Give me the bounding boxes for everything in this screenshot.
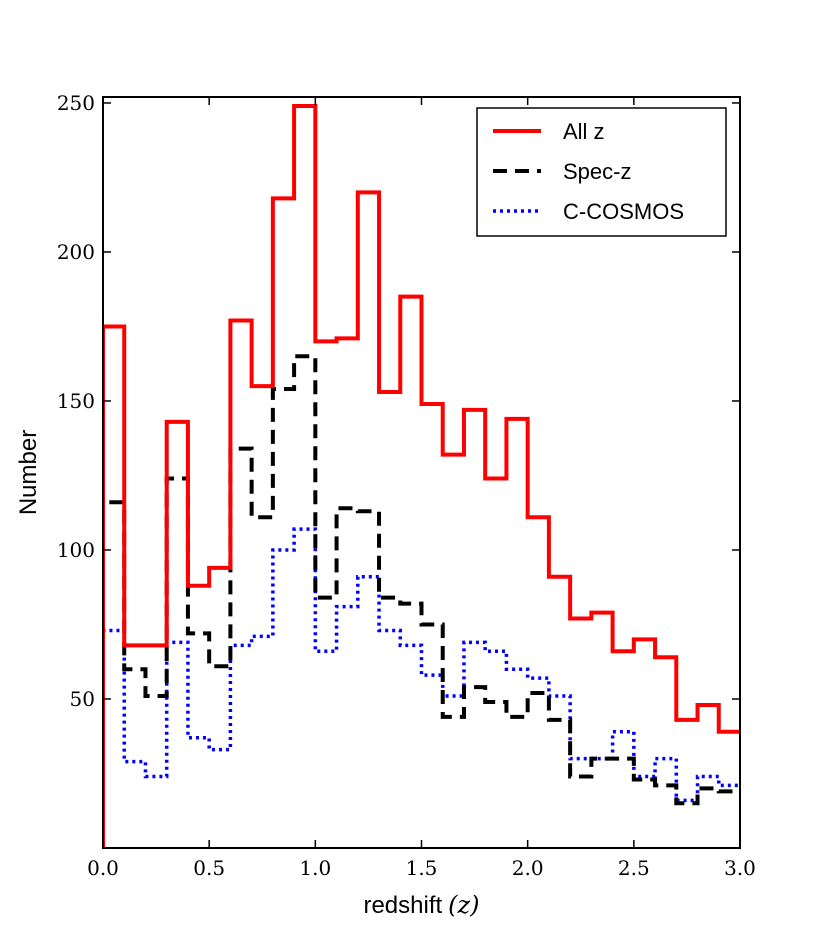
series-layer <box>103 103 740 848</box>
legend-label: C-COSMOS <box>563 199 684 224</box>
legend-label: All z <box>563 119 605 144</box>
x-tick-label: 0.5 <box>193 856 225 880</box>
x-tick-label: 0.0 <box>87 856 119 880</box>
y-axis-label: Number <box>15 430 42 515</box>
x-tick-label: 1.0 <box>299 856 331 880</box>
legend: All z Spec-z C-COSMOS <box>476 107 727 237</box>
ticks-layer: 0.0 0.5 1.0 1.5 2.0 2.5 3.0 50 100 150 200 250 <box>57 91 756 880</box>
y-tick-label: 100 <box>57 538 95 562</box>
series-c-cosmos <box>103 527 740 848</box>
x-tick-label: 1.5 <box>406 856 438 880</box>
x-tick-label: 3.0 <box>724 856 756 880</box>
series-spec-z <box>103 354 740 848</box>
x-axis-label: redshift (z) <box>363 891 479 919</box>
y-tick-label: 150 <box>57 389 95 413</box>
y-tick-label: 250 <box>57 91 95 115</box>
series-all-z <box>103 103 740 848</box>
y-tick-label: 50 <box>70 687 95 711</box>
y-tick-label: 200 <box>57 240 95 264</box>
x-axis-label-text: redshift <box>363 892 442 919</box>
legend-label: Spec-z <box>563 159 631 184</box>
x-axis-label-symbol: (z) <box>448 891 479 919</box>
x-tick-label: 2.5 <box>618 856 650 880</box>
x-tick-label: 2.0 <box>512 856 544 880</box>
